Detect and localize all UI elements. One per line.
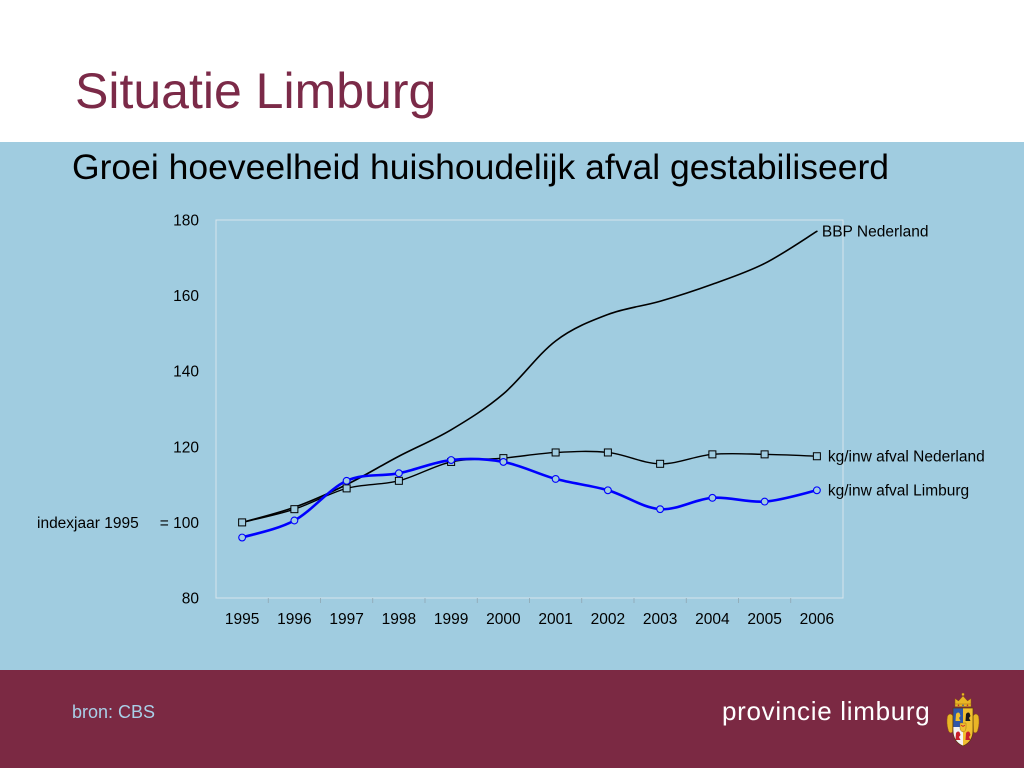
- x-tick-label: 2001: [538, 611, 572, 628]
- x-tick-label: 2004: [695, 611, 730, 628]
- series-label-kg-inw-afval-nederland: kg/inw afval Nederland: [828, 448, 985, 465]
- point-kg-inw-afval-limburg-1998: [394, 469, 403, 478]
- series-kg-inw-afval-nederland: kg/inw afval Nederland: [238, 448, 985, 527]
- point-kg-inw-afval-nederland-2005: [760, 450, 769, 459]
- y-tick-label: = 100: [160, 515, 200, 532]
- y-tick-label: 80: [182, 591, 200, 608]
- x-tick-label: 1999: [434, 611, 468, 628]
- y-tick-label: 180: [173, 213, 199, 230]
- line-kg-inw-afval-limburg: [240, 457, 819, 539]
- y-tick-label: 140: [173, 364, 199, 381]
- point-kg-inw-afval-nederland-2001: [551, 448, 560, 457]
- x-tick-label: 1998: [382, 611, 416, 628]
- point-kg-inw-afval-nederland-1995: [238, 518, 247, 527]
- line-bbp-nederland: [241, 230, 818, 524]
- point-kg-inw-afval-limburg-2005: [760, 497, 769, 506]
- point-kg-inw-afval-limburg-2004: [708, 493, 717, 502]
- x-tick-label: 1995: [225, 611, 259, 628]
- x-tick-label: 1997: [329, 611, 363, 628]
- series-label-kg-inw-afval-limburg: kg/inw afval Limburg: [828, 482, 969, 499]
- point-kg-inw-afval-nederland-2002: [603, 448, 612, 457]
- x-tick-label: 1996: [277, 611, 311, 628]
- x-tick-label: 2000: [486, 611, 521, 628]
- point-kg-inw-afval-nederland-1997: [342, 484, 351, 493]
- point-kg-inw-afval-limburg-1995: [238, 533, 247, 542]
- point-kg-inw-afval-nederland-2003: [656, 459, 665, 468]
- crest-shield-outline: [952, 707, 974, 747]
- x-tick-label: 2005: [747, 611, 781, 628]
- source-note: bron: CBS: [72, 702, 156, 722]
- slide-header: Situatie Limburg: [0, 0, 1024, 142]
- slide-footer: bron: CBS provincie limburg: [0, 670, 1024, 768]
- series-kg-inw-afval-limburg: kg/inw afval Limburg: [238, 456, 969, 542]
- point-kg-inw-afval-nederland-1998: [394, 476, 403, 485]
- plot-area: [215, 219, 844, 599]
- point-kg-inw-afval-nederland-2004: [708, 450, 717, 459]
- series-label-bbp-nederland: BBP Nederland: [822, 223, 929, 240]
- point-kg-inw-afval-limburg-1997: [342, 476, 351, 485]
- x-tick-label: 2003: [643, 611, 677, 628]
- point-kg-inw-afval-limburg-2002: [603, 486, 612, 495]
- line-kg-inw-afval-nederland: [241, 450, 818, 524]
- point-kg-inw-afval-limburg-2001: [551, 474, 560, 483]
- y-tick-label: 120: [173, 439, 199, 456]
- brand-name: provincie limburg: [722, 696, 931, 726]
- slide-title: Situatie Limburg: [75, 63, 437, 119]
- crest-supporters: [946, 713, 980, 734]
- content-band: Groei hoeveelheid huishoudelijk afval ge…: [0, 142, 1024, 670]
- point-kg-inw-afval-nederland-1996: [290, 505, 299, 514]
- x-tick-label: 2002: [591, 611, 625, 628]
- point-kg-inw-afval-limburg-2000: [499, 457, 508, 466]
- y-axis-annotation: indexjaar 1995: [37, 515, 139, 532]
- slide-subtitle: Groei hoeveelheid huishoudelijk afval ge…: [72, 147, 890, 187]
- y-tick-label: 160: [173, 288, 199, 305]
- x-tick-label: 2006: [800, 611, 834, 628]
- point-kg-inw-afval-limburg-2006: [812, 486, 821, 495]
- point-kg-inw-afval-nederland-2006: [812, 452, 821, 461]
- crest-shield: [953, 708, 973, 746]
- crest-crown: [954, 692, 972, 707]
- point-kg-inw-afval-limburg-1996: [290, 516, 299, 525]
- point-kg-inw-afval-limburg-1999: [447, 456, 456, 464]
- point-kg-inw-afval-limburg-2003: [656, 505, 665, 514]
- coat-of-arms-icon: [946, 692, 980, 747]
